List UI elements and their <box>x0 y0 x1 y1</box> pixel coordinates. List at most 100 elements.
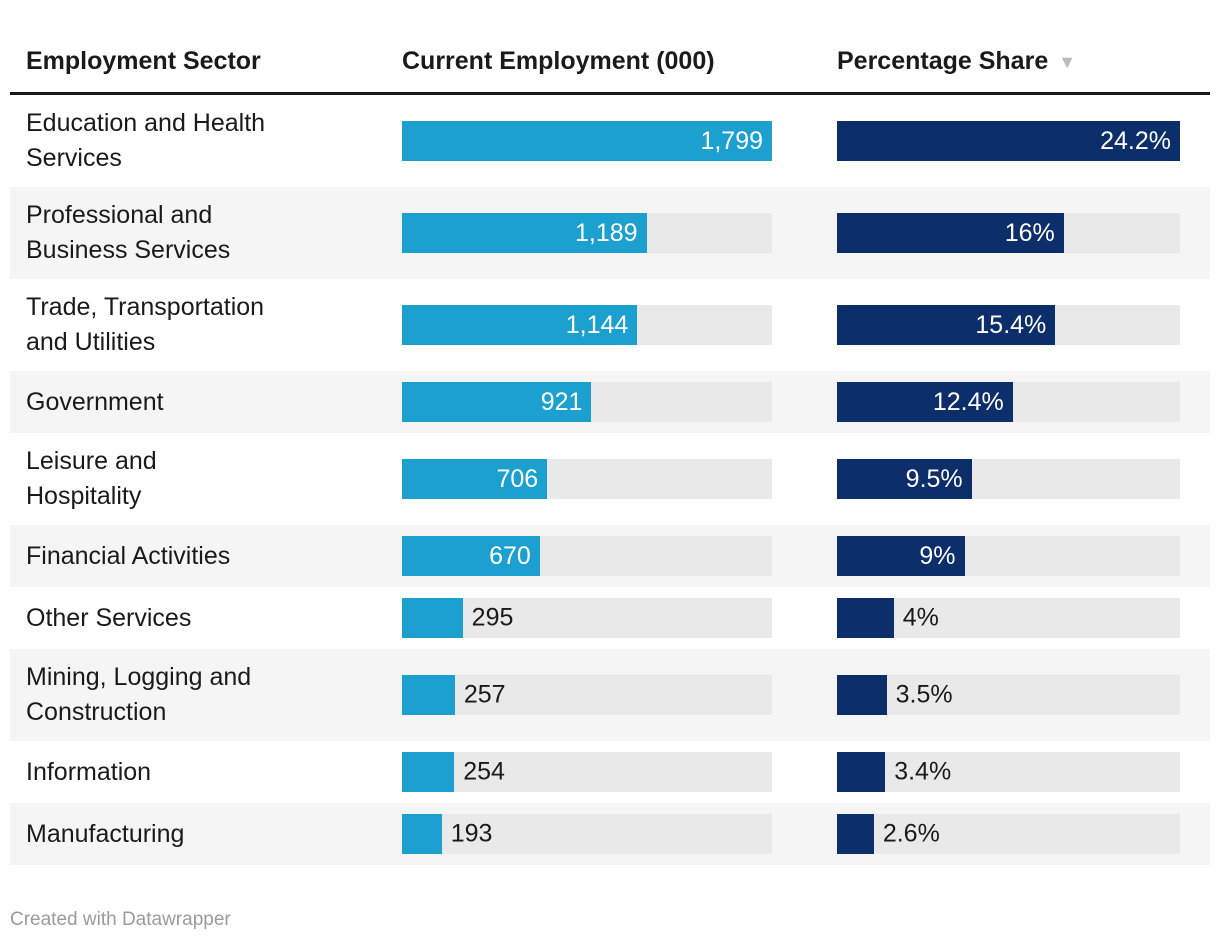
employment-value-label-outside: 257 <box>463 680 506 709</box>
employment-cell: 1,144 <box>402 305 772 345</box>
table: Employment Sector Current Employment (00… <box>10 0 1210 865</box>
share-bar-track: 16% <box>837 213 1180 253</box>
table-row: Education and Health Services 1,799 24.2… <box>10 95 1210 187</box>
share-value-label: 12.4% <box>932 387 1004 416</box>
employment-value-label-outside: 193 <box>450 819 493 848</box>
sector-label: Financial Activities <box>26 541 231 570</box>
sector-label: Mining, Logging and Construction <box>26 663 252 726</box>
share-cell: 9% <box>837 536 1180 576</box>
share-value-label: 15.4% <box>975 310 1047 339</box>
employment-bar-track: 193 <box>402 814 772 854</box>
table-row: Other Services 295 4% <box>10 587 1210 649</box>
employment-bar <box>402 598 463 638</box>
employment-cell: 254 <box>402 752 772 792</box>
table-row: Leisure and Hospitality 706 9.5% <box>10 433 1210 525</box>
share-value-label-outside: 4% <box>902 603 939 632</box>
footer: Created with Datawrapper <box>10 909 1210 931</box>
share-bar: 9.5% <box>837 459 972 499</box>
table-row: Mining, Logging and Construction 257 3.5… <box>10 649 1210 741</box>
share-bar-track: 3.5% <box>837 675 1180 715</box>
share-cell: 12.4% <box>837 382 1180 422</box>
share-cell: 24.2% <box>837 121 1180 161</box>
share-value-label-outside: 3.4% <box>894 757 952 786</box>
column-header-sector[interactable]: Employment Sector <box>26 47 261 75</box>
sector-label: Manufacturing <box>26 819 185 848</box>
share-value-label: 9% <box>919 541 956 570</box>
share-bar-track: 2.6% <box>837 814 1180 854</box>
sort-descending-icon[interactable]: ▼ <box>1058 52 1077 72</box>
share-bar-track: 4% <box>837 598 1180 638</box>
share-value-label-outside: 3.5% <box>895 680 953 709</box>
employment-bar-track: 295 <box>402 598 772 638</box>
employment-cell: 193 <box>402 814 772 854</box>
employment-value-label: 921 <box>540 387 583 416</box>
column-header-employment[interactable]: Current Employment (000) <box>402 47 715 75</box>
share-bar: 16% <box>837 213 1064 253</box>
share-cell: 15.4% <box>837 305 1180 345</box>
sector-label: Other Services <box>26 603 192 632</box>
table-row: Manufacturing 193 2.6% <box>10 803 1210 865</box>
employment-bar-track: 1,189 <box>402 213 772 253</box>
employment-bar <box>402 814 442 854</box>
sector-label: Leisure and Hospitality <box>26 447 157 510</box>
share-bar: 12.4% <box>837 382 1013 422</box>
sector-label: Information <box>26 757 152 786</box>
employment-bar-track: 706 <box>402 459 772 499</box>
employment-value-label-outside: 295 <box>471 603 514 632</box>
employment-value-label: 670 <box>489 541 531 570</box>
share-cell: 16% <box>837 213 1180 253</box>
share-bar <box>837 598 894 638</box>
column-header-share[interactable]: Percentage Share ▼ <box>837 46 1180 78</box>
datawrapper-credit-link[interactable]: Created with Datawrapper <box>10 909 231 930</box>
table-body: Education and Health Services 1,799 24.2… <box>10 95 1210 865</box>
employment-cell: 921 <box>402 382 772 422</box>
employment-cell: 670 <box>402 536 772 576</box>
sector-label: Education and Health Services <box>26 109 266 172</box>
employment-bar: 1,144 <box>402 305 638 345</box>
share-bar-track: 24.2% <box>837 121 1180 161</box>
share-bar-track: 9.5% <box>837 459 1180 499</box>
table-row: Professional and Business Services 1,189… <box>10 187 1210 279</box>
table-row: Information 254 3.4% <box>10 741 1210 803</box>
share-bar <box>837 752 886 792</box>
column-header-share-label: Percentage Share <box>837 47 1049 75</box>
share-bar: 24.2% <box>837 121 1180 161</box>
share-value-label-outside: 2.6% <box>882 819 940 848</box>
employment-cell: 1,189 <box>402 213 772 253</box>
employment-value-label-outside: 254 <box>463 757 505 786</box>
employment-bar-track: 1,144 <box>402 305 772 345</box>
share-value-label: 16% <box>1004 218 1055 247</box>
table-row: Government 921 12.4% <box>10 371 1210 433</box>
share-cell: 9.5% <box>837 459 1180 499</box>
share-bar-track: 9% <box>837 536 1180 576</box>
employment-bar: 1,799 <box>402 121 772 161</box>
employment-cell: 706 <box>402 459 772 499</box>
share-cell: 3.4% <box>837 752 1180 792</box>
share-bar-track: 3.4% <box>837 752 1180 792</box>
employment-bar: 706 <box>402 459 548 499</box>
employment-bar-track: 1,799 <box>402 121 772 161</box>
share-bar-track: 15.4% <box>837 305 1180 345</box>
employment-value-label: 1,189 <box>574 218 638 247</box>
employment-bar: 921 <box>402 382 592 422</box>
employment-bar <box>402 752 455 792</box>
share-value-label: 9.5% <box>905 464 963 493</box>
table-row: Trade, Transportation and Utilities 1,14… <box>10 279 1210 371</box>
employment-bar-track: 670 <box>402 536 772 576</box>
employment-value-label: 1,144 <box>565 310 629 339</box>
employment-bar-track: 254 <box>402 752 772 792</box>
employment-bar-track: 921 <box>402 382 772 422</box>
employment-value-label: 1,799 <box>700 126 763 155</box>
share-bar-track: 12.4% <box>837 382 1180 422</box>
employment-bar: 670 <box>402 536 540 576</box>
share-value-label: 24.2% <box>1100 126 1171 155</box>
share-bar <box>837 814 874 854</box>
share-cell: 2.6% <box>837 814 1180 854</box>
share-cell: 3.5% <box>837 675 1180 715</box>
employment-cell: 295 <box>402 598 772 638</box>
share-bar <box>837 675 887 715</box>
share-cell: 4% <box>837 598 1180 638</box>
share-bar: 9% <box>837 536 965 576</box>
table-row: Financial Activities 670 9% <box>10 525 1210 587</box>
sector-label: Professional and Business Services <box>26 201 231 264</box>
